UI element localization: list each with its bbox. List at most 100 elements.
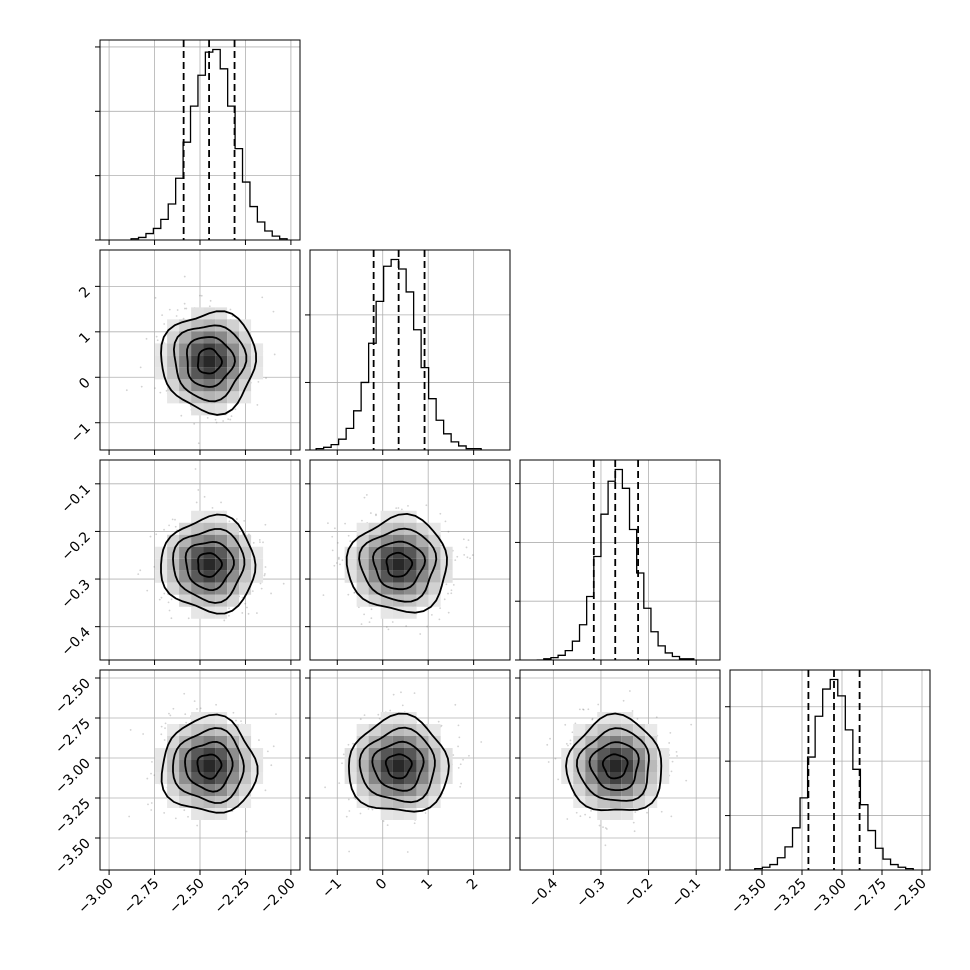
x-tick-label: −0.2 — [621, 876, 656, 911]
sample-point — [347, 743, 350, 746]
contour-line — [160, 310, 258, 416]
sample-point — [146, 777, 149, 780]
sample-point — [445, 583, 448, 586]
sample-point — [142, 733, 145, 735]
sample-point — [426, 625, 429, 628]
contour-line — [601, 753, 629, 780]
sample-point — [183, 307, 186, 310]
sample-point — [547, 761, 550, 763]
density-cell — [191, 546, 204, 559]
sample-point — [385, 626, 388, 628]
sample-point — [338, 782, 341, 785]
contour-line — [172, 727, 245, 804]
sample-point — [174, 525, 177, 528]
sample-point — [215, 421, 218, 424]
density-panel-4-3 — [519, 669, 721, 871]
sample-point — [163, 592, 166, 595]
density-cell — [179, 355, 192, 368]
sample-point — [569, 742, 572, 745]
density-cell — [215, 379, 228, 392]
density-cell — [368, 784, 381, 796]
y-tick-label: −0.3 — [58, 577, 93, 612]
sample-point — [375, 514, 377, 517]
sample-point — [199, 707, 202, 710]
sample-point — [463, 553, 466, 556]
density-cell — [416, 582, 429, 595]
density-cell — [191, 343, 204, 356]
sample-point — [245, 830, 248, 833]
sample-point — [168, 524, 170, 527]
density-cell — [215, 748, 228, 760]
sample-point — [353, 796, 356, 799]
sample-point — [228, 614, 230, 617]
density-cell — [356, 748, 369, 760]
density-cell — [215, 331, 228, 344]
sample-point — [668, 742, 671, 744]
density-cell — [645, 736, 658, 748]
sample-point — [260, 587, 263, 590]
sample-point — [458, 736, 461, 739]
density-cell — [215, 546, 228, 559]
sample-point — [232, 711, 235, 714]
sample-point — [400, 691, 402, 694]
contour-line — [160, 513, 257, 615]
contour-line — [384, 753, 413, 780]
sample-point — [168, 712, 170, 715]
histogram-panel-3 — [515, 459, 721, 661]
sample-point — [370, 617, 373, 620]
density-cell — [380, 510, 393, 523]
sample-point — [264, 523, 267, 526]
sample-point — [215, 703, 217, 706]
density-cell — [227, 546, 240, 559]
sample-point — [382, 820, 385, 822]
sample-point — [347, 593, 350, 596]
density-cell — [191, 558, 204, 571]
sample-point — [322, 594, 325, 597]
sample-point — [377, 713, 380, 716]
sample-point — [395, 507, 398, 510]
density-cell — [167, 736, 180, 748]
sample-point — [193, 422, 196, 425]
sample-point — [228, 607, 230, 610]
x-tick-label: −2.50 — [888, 876, 930, 918]
sample-point — [554, 757, 557, 760]
contour-line — [345, 512, 448, 614]
sample-point — [275, 713, 277, 716]
sample-point — [257, 380, 260, 383]
sample-point — [466, 556, 469, 559]
sample-point — [353, 591, 356, 594]
density-cell — [380, 582, 393, 595]
density-cell — [416, 522, 429, 535]
density-cell — [191, 367, 204, 380]
sample-point — [450, 589, 453, 592]
sample-point — [153, 774, 156, 777]
sample-point — [342, 753, 345, 756]
density-cell — [227, 784, 240, 796]
sample-point — [258, 539, 261, 541]
sample-point — [378, 717, 381, 720]
sample-point — [243, 519, 246, 522]
sample-point — [208, 305, 211, 308]
sample-point — [571, 731, 574, 734]
panel-frame — [309, 669, 511, 871]
density-cell — [573, 760, 586, 772]
density-cell — [621, 736, 634, 748]
sample-point — [327, 522, 329, 525]
sample-point — [457, 745, 459, 748]
sample-point — [348, 810, 351, 812]
sample-point — [401, 704, 404, 707]
sample-point — [331, 535, 334, 538]
sample-point — [139, 366, 142, 369]
sample-point — [457, 724, 460, 727]
sample-point — [228, 520, 231, 523]
density-cell — [239, 796, 252, 808]
sample-point — [229, 418, 232, 421]
density-cell — [179, 331, 192, 344]
contour-line — [160, 713, 259, 814]
sample-point — [206, 416, 209, 419]
sample-point — [265, 377, 267, 379]
density-cell — [251, 558, 264, 571]
density-cell — [215, 367, 228, 380]
y-tick-label: −1 — [68, 420, 94, 446]
sample-point — [591, 718, 594, 721]
